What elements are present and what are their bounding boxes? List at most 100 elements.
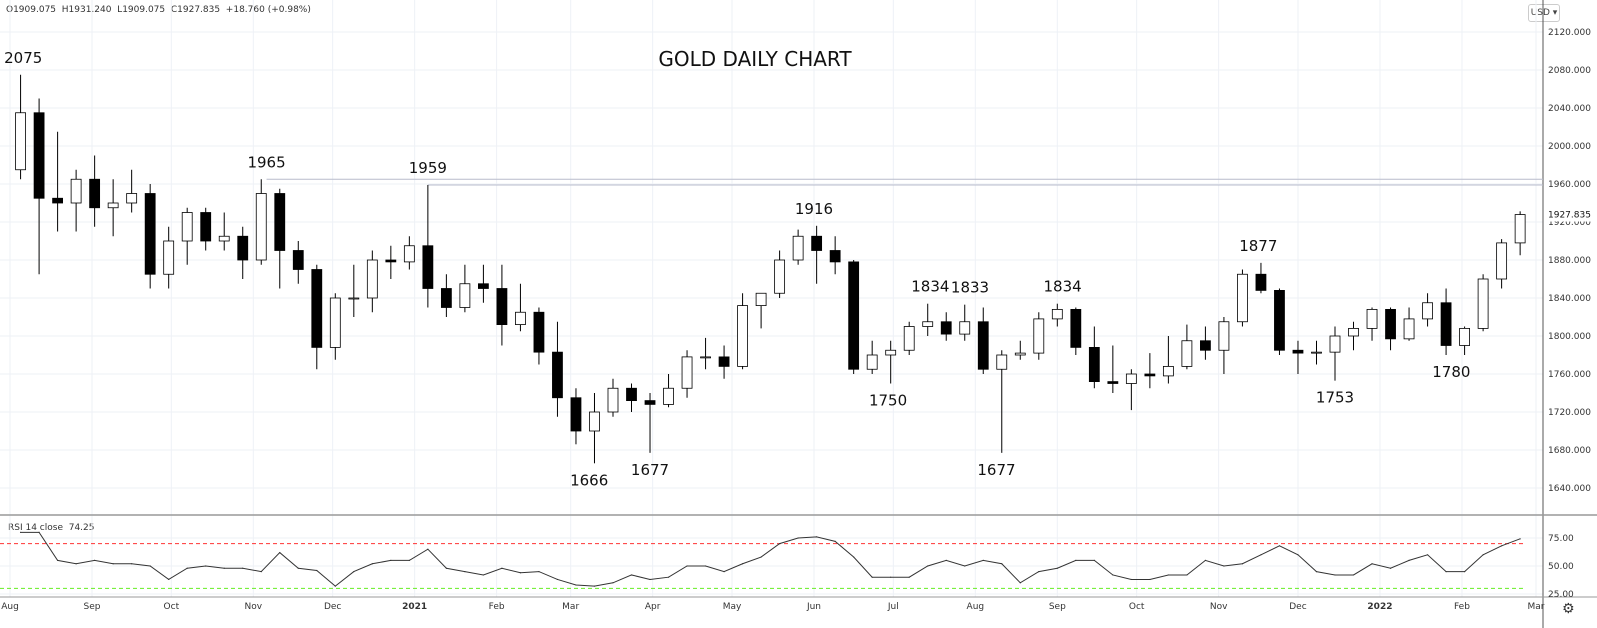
- candle-body: [737, 305, 748, 367]
- rsi-point: [408, 559, 410, 562]
- candle-body: [570, 397, 582, 432]
- gear-icon[interactable]: ⚙: [1562, 601, 1575, 617]
- candle-body: [792, 235, 804, 261]
- candle-body: [163, 240, 175, 275]
- rsi-point: [1056, 567, 1058, 569]
- candle-body: [15, 112, 26, 171]
- candle-body: [1051, 308, 1063, 320]
- rsi-point: [334, 585, 336, 587]
- candle-body: [70, 178, 82, 204]
- rsi-point: [1278, 545, 1281, 547]
- candle-body: [1033, 318, 1045, 354]
- rsi-point: [19, 531, 22, 534]
- candle-body: [1348, 327, 1359, 337]
- rsi-legend-label: RSI 14 close: [8, 523, 63, 533]
- rsi-point: [1112, 574, 1114, 576]
- rsi-point: [1149, 578, 1151, 581]
- price-annotation: 1965: [247, 153, 285, 171]
- rsi-point: [871, 576, 873, 578]
- chart-title: GOLD DAILY CHART: [658, 47, 852, 71]
- x-tick-label: Jul: [887, 602, 899, 612]
- candle-body: [218, 235, 230, 242]
- rsi-point: [390, 559, 392, 562]
- x-tick-label: Oct: [1129, 602, 1145, 612]
- candle-body: [848, 261, 860, 370]
- candle-body: [1107, 381, 1119, 384]
- rsi-point: [1038, 571, 1040, 573]
- rsi-point: [760, 556, 762, 558]
- rsi-point: [168, 578, 170, 581]
- rsi-point: [149, 565, 151, 567]
- rsi-point: [1426, 554, 1429, 556]
- rsi-tick-label: 75.00: [1548, 534, 1574, 544]
- price-annotation: 1959: [409, 159, 447, 177]
- candle-body: [1218, 321, 1230, 351]
- rsi-point: [427, 548, 429, 550]
- rsi-point: [1130, 578, 1132, 581]
- candle-body: [440, 288, 452, 308]
- rsi-point: [297, 567, 299, 569]
- candle-body: [903, 326, 915, 351]
- rsi-point: [445, 567, 447, 569]
- rsi-point: [612, 582, 614, 584]
- y-tick-label: 1640.000: [1548, 484, 1591, 494]
- candle-body: [996, 354, 1008, 370]
- candle-body: [459, 283, 471, 308]
- candle-body: [681, 356, 693, 389]
- x-tick-label: Apr: [645, 602, 661, 612]
- rsi-point: [1445, 571, 1447, 573]
- candle-body: [478, 283, 489, 289]
- candle-body: [1514, 214, 1526, 244]
- rsi-point: [704, 565, 707, 567]
- y-tick-label: 1960.000: [1548, 180, 1591, 190]
- candle-body: [515, 311, 526, 326]
- rsi-point: [667, 576, 670, 578]
- price-annotation: 1666: [570, 471, 608, 489]
- rsi-point: [723, 571, 725, 573]
- candle-body: [533, 311, 545, 353]
- candle-body: [33, 112, 45, 199]
- x-tick-label: Oct: [164, 602, 180, 612]
- rsi-point: [1519, 538, 1521, 540]
- price-annotation: 1780: [1432, 363, 1470, 381]
- y-tick-label: 1880.000: [1548, 256, 1591, 266]
- candle-body: [292, 250, 304, 270]
- y-tick-label: 1800.000: [1548, 332, 1591, 342]
- candle-body: [940, 321, 952, 335]
- candle-body: [1403, 318, 1415, 340]
- rsi-point: [1389, 567, 1392, 569]
- y-tick-label: 1760.000: [1548, 370, 1591, 380]
- candle-body: [829, 250, 841, 263]
- candle-body: [496, 288, 508, 325]
- rsi-point: [556, 578, 559, 581]
- x-tick-label: Mar: [1528, 602, 1545, 612]
- rsi-point: [1019, 582, 1021, 584]
- candle-body: [1329, 335, 1341, 353]
- candle-body: [644, 400, 656, 405]
- candle-body: [774, 259, 786, 294]
- candle-body: [274, 193, 286, 251]
- candle-body: [1144, 373, 1156, 377]
- rsi-point: [519, 572, 522, 574]
- candle-body: [1014, 352, 1026, 356]
- rsi-point: [1204, 559, 1207, 562]
- x-tick-label: 2021: [402, 602, 427, 612]
- rsi-point: [1241, 563, 1244, 565]
- rsi-point: [223, 567, 225, 569]
- chevron-down-icon: ▾: [1549, 8, 1558, 18]
- price-annotation: 1916: [795, 200, 833, 218]
- rsi-point: [1223, 565, 1225, 567]
- candle-body: [866, 354, 878, 370]
- candle-body: [1292, 349, 1304, 354]
- rsi-point: [649, 578, 651, 581]
- candle-body: [626, 387, 637, 402]
- x-tick-label: Mar: [562, 602, 579, 612]
- y-tick-label: 2120.000: [1548, 28, 1591, 38]
- candle-body: [589, 411, 600, 432]
- y-tick-label: 1680.000: [1548, 446, 1591, 456]
- rsi-point: [816, 536, 818, 538]
- candle-body: [1088, 346, 1100, 382]
- rsi-point: [112, 563, 114, 565]
- price-annotation: 1750: [869, 392, 907, 410]
